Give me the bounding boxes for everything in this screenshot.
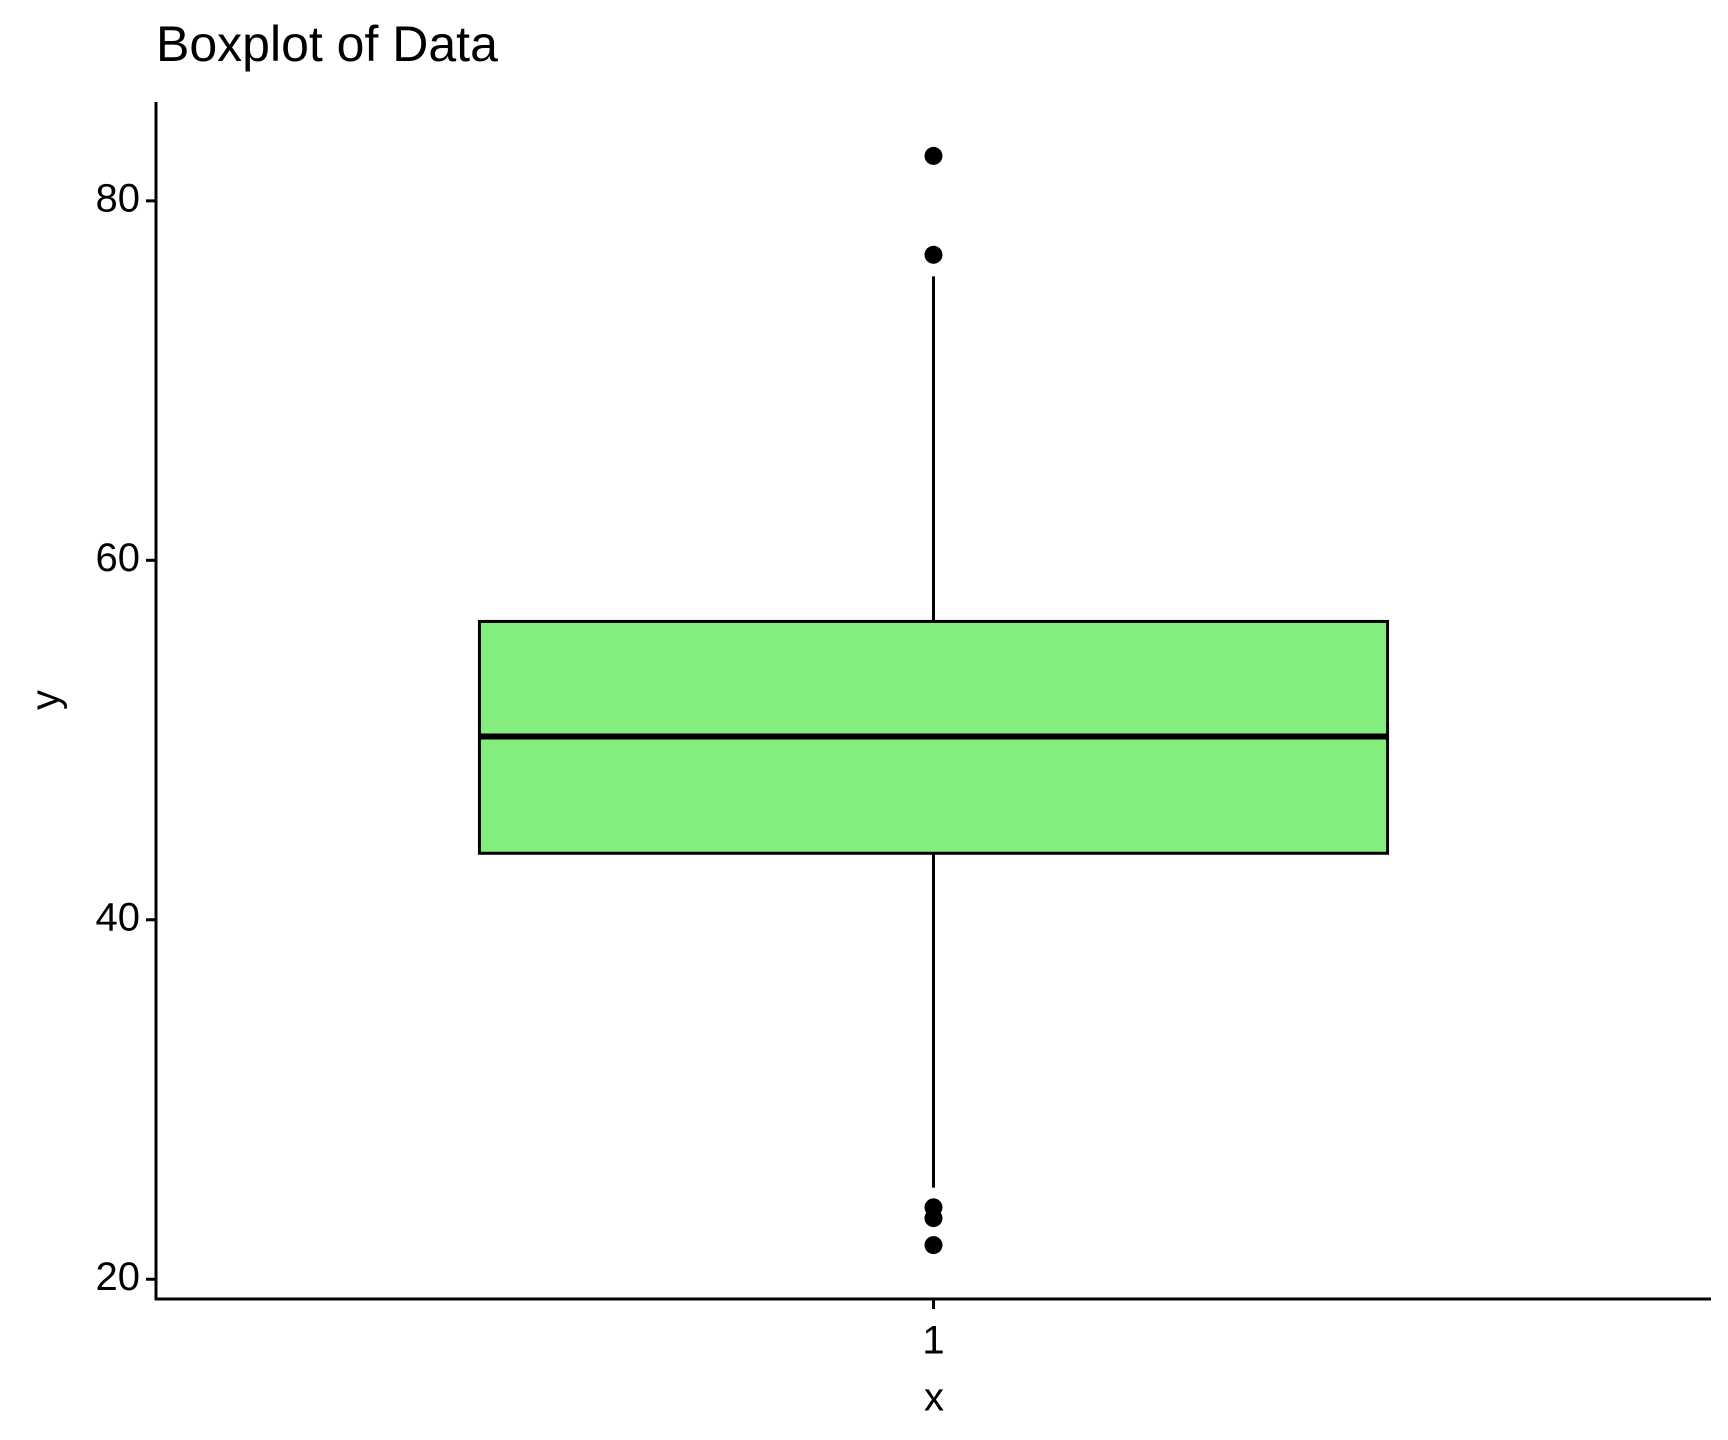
outlier — [924, 1209, 943, 1228]
y-tick-label: 20 — [96, 1255, 141, 1299]
x-tick-label: 1 — [922, 1319, 944, 1363]
outlier — [924, 1236, 943, 1255]
y-tick-label: 60 — [96, 536, 141, 580]
outlier — [924, 245, 943, 264]
y-axis-label: y — [24, 690, 68, 710]
chart-title: Boxplot of Data — [156, 16, 498, 72]
outlier — [924, 146, 943, 165]
y-tick-label: 40 — [96, 895, 141, 939]
x-axis-label: x — [924, 1376, 944, 1420]
y-tick-label: 80 — [96, 176, 141, 220]
